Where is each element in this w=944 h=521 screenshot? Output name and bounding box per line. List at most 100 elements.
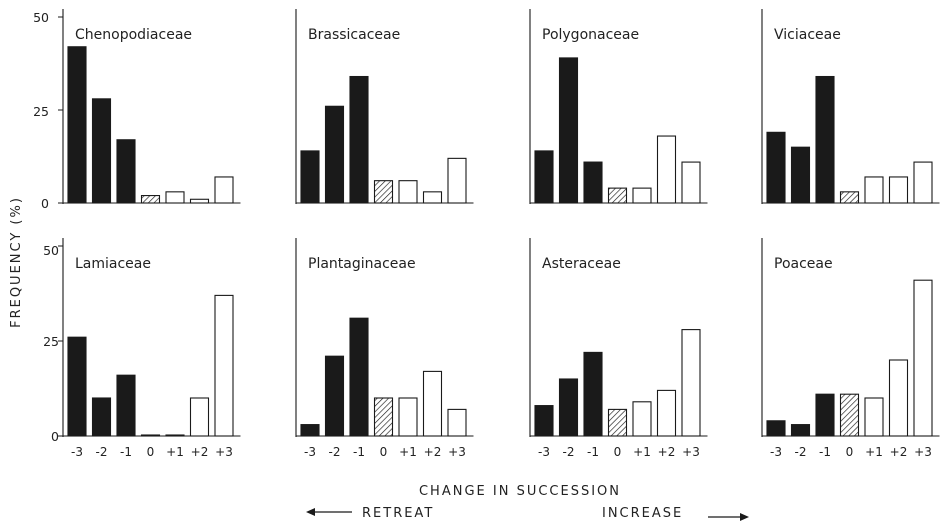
y-axis-title: FREQUENCY (%): [9, 196, 24, 328]
x-tick-plantaginaceae-3: 0: [380, 445, 388, 459]
bar-polygonaceae-4: [632, 187, 652, 204]
bar-brassicaceae-1: [324, 105, 345, 204]
x-tick-poaceae-0: -3: [770, 445, 782, 459]
x-tick-asteraceae-3: 0: [614, 445, 622, 459]
bar-asteraceae-0: [534, 405, 554, 437]
x-axis-title: CHANGE IN SUCCESSION: [419, 484, 621, 499]
bar-lamiaceae-1: [91, 397, 112, 437]
bar-plantaginaceae-1: [324, 355, 345, 437]
bar-brassicaceae-0: [300, 150, 320, 204]
bar-viciaceae-6: [913, 161, 933, 204]
bar-viciaceae-4: [864, 176, 884, 204]
bar-asteraceae-5: [656, 389, 677, 437]
bar-chenopodiaceae-4: [165, 191, 185, 204]
bar-lamiaceae-5: [189, 397, 210, 437]
bar-viciaceae-1: [790, 146, 811, 204]
x-tick-poaceae-4: +1: [865, 445, 883, 459]
x-tick-plantaginaceae-6: +3: [448, 445, 466, 459]
bar-chenopodiaceae-2: [116, 139, 136, 204]
panel-title-brassicaceae: Brassicaceae: [308, 27, 400, 43]
bar-brassicaceae-2: [349, 75, 369, 204]
x-tick-asteraceae-1: -2: [563, 445, 575, 459]
bar-chenopodiaceae-6: [214, 176, 234, 204]
bar-viciaceae-3: [839, 191, 860, 204]
y-tick-top-25: 25: [33, 104, 49, 119]
bar-brassicaceae-4: [398, 180, 418, 204]
bar-plantaginaceae-6: [447, 408, 467, 437]
bar-poaceae-5: [888, 359, 909, 437]
panel-title-lamiaceae: Lamiaceae: [75, 256, 151, 272]
panel-plantaginaceae: Plantaginaceae -3 -2 -1 0 +1 +2 +3: [295, 238, 474, 459]
bar-brassicaceae-6: [447, 157, 467, 204]
x-tick-poaceae-6: +3: [914, 445, 932, 459]
bar-poaceae-6: [913, 279, 933, 437]
bar-plantaginaceae-0: [300, 424, 320, 437]
x-tick-lamiaceae-2: -1: [120, 445, 132, 459]
panel-title-asteraceae: Asteraceae: [542, 256, 621, 272]
panel-asteraceae: Asteraceae -3 -2 -1 0 +1 +2 +3: [529, 238, 708, 459]
bar-chenopodiaceae-1: [91, 98, 112, 204]
panel-title-chenopodiaceae: Chenopodiaceae: [75, 27, 192, 43]
panel-title-viciaceae: Viciaceae: [774, 27, 841, 43]
x-tick-poaceae-3: 0: [846, 445, 854, 459]
x-tick-lamiaceae-5: +2: [191, 445, 209, 459]
bar-viciaceae-2: [815, 75, 835, 204]
x-tick-lamiaceae-4: +1: [166, 445, 184, 459]
x-tick-plantaginaceae-2: -1: [353, 445, 365, 459]
x-tick-poaceae-1: -2: [795, 445, 807, 459]
retreat-label: RETREAT: [362, 506, 434, 521]
x-tick-plantaginaceae-0: -3: [304, 445, 316, 459]
bar-polygonaceae-3: [607, 187, 628, 204]
panel-polygonaceae: Polygonaceae: [529, 9, 708, 204]
bar-lamiaceae-3: [140, 434, 161, 437]
x-tick-asteraceae-6: +3: [682, 445, 700, 459]
increase-label: INCREASE: [602, 506, 683, 521]
panel-title-plantaginaceae: Plantaginaceae: [308, 256, 416, 272]
bar-plantaginaceae-5: [422, 370, 443, 437]
x-tick-poaceae-5: +2: [890, 445, 908, 459]
bar-asteraceae-6: [681, 329, 701, 437]
arrow-right-head: [740, 513, 749, 521]
x-tick-plantaginaceae-1: -2: [329, 445, 341, 459]
y-tick-bottom-50: 50: [43, 243, 59, 258]
bar-poaceae-1: [790, 424, 811, 437]
panel-viciaceae: Viciaceae: [761, 9, 940, 204]
bar-plantaginaceae-3: [373, 397, 394, 437]
bar-chenopodiaceae-3: [140, 195, 161, 204]
bar-asteraceae-1: [558, 378, 579, 437]
panel-chenopodiaceae: Chenopodiaceae: [58, 9, 241, 204]
panel-lamiaceae: Lamiaceae -3 -2 -1 0 +1 +2 +3: [58, 238, 241, 459]
y-tick-top-0: 0: [41, 196, 49, 211]
bar-polygonaceae-0: [534, 150, 554, 204]
bar-poaceae-4: [864, 397, 884, 437]
y-tick-bottom-0: 0: [51, 429, 59, 444]
bar-brassicaceae-3: [373, 180, 394, 204]
bar-plantaginaceae-4: [398, 397, 418, 437]
x-tick-lamiaceae-3: 0: [147, 445, 155, 459]
bar-polygonaceae-1: [558, 57, 579, 204]
y-tick-bottom-25: 25: [43, 334, 59, 349]
bar-viciaceae-5: [888, 176, 909, 204]
bar-polygonaceae-2: [583, 161, 603, 204]
arrow-left-head: [306, 508, 315, 516]
bar-lamiaceae-4: [165, 434, 185, 437]
x-tick-plantaginaceae-4: +1: [399, 445, 417, 459]
x-tick-asteraceae-5: +2: [658, 445, 676, 459]
bar-polygonaceae-5: [656, 135, 677, 204]
bar-polygonaceae-6: [681, 161, 701, 204]
bar-viciaceae-0: [766, 131, 786, 204]
panel-title-polygonaceae: Polygonaceae: [542, 27, 639, 43]
bar-asteraceae-2: [583, 351, 603, 437]
bar-chenopodiaceae-5: [189, 198, 210, 204]
x-tick-asteraceae-2: -1: [587, 445, 599, 459]
x-tick-lamiaceae-0: -3: [71, 445, 83, 459]
x-tick-lamiaceae-6: +3: [215, 445, 233, 459]
y-tick-top-50: 50: [33, 10, 49, 25]
panel-title-poaceae: Poaceae: [774, 256, 833, 272]
bar-chenopodiaceae-0: [67, 46, 87, 204]
bar-lamiaceae-2: [116, 374, 136, 437]
bar-brassicaceae-5: [422, 191, 443, 204]
bar-poaceae-2: [815, 393, 835, 437]
panels-group: Chenopodiaceae Brassicaceae Polygonaceae Vi…: [58, 9, 940, 459]
bar-poaceae-0: [766, 420, 786, 437]
